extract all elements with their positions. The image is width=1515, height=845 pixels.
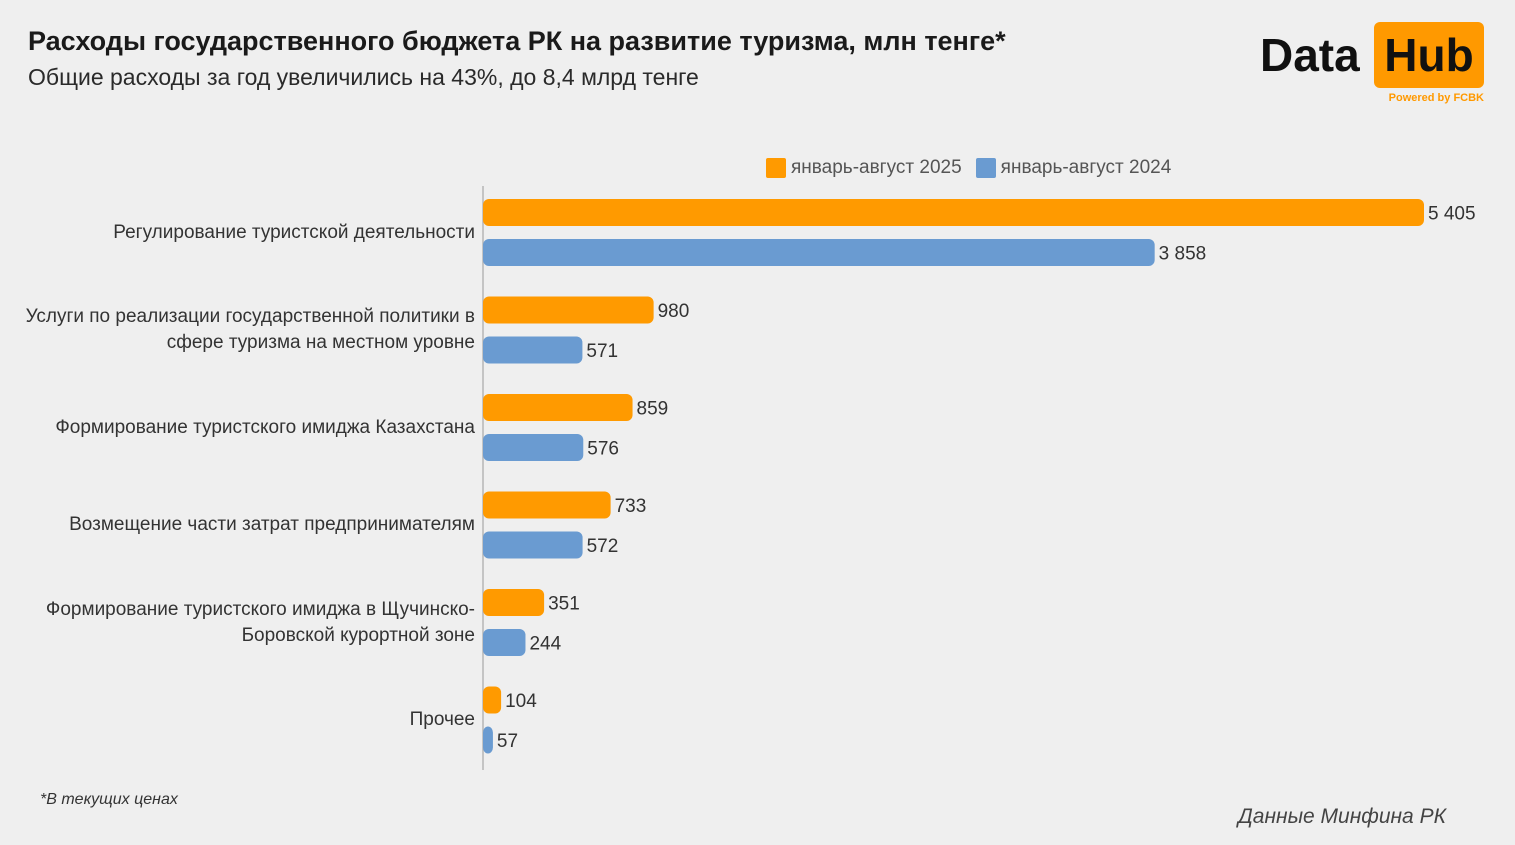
logo-data-text: Data [1260, 29, 1360, 81]
bar-2025-5 [483, 686, 502, 714]
data-label-2024-4: 244 [529, 634, 561, 655]
bar-2024-0 [483, 239, 1155, 266]
bar-2024-3 [483, 531, 583, 559]
datahub-logo: Data Hub Powered by FCBK [1258, 22, 1486, 106]
data-label-2024-5: 57 [497, 731, 518, 752]
bar-2024-4 [483, 629, 526, 656]
legend-item-2025: январь-август 2025 [766, 157, 962, 179]
data-label-2025-4: 351 [548, 594, 580, 615]
bar-2024-5 [483, 726, 493, 754]
data-label-2025-0: 5 405 [1428, 204, 1476, 225]
data-label-2024-1: 571 [586, 341, 618, 362]
data-label-2025-2: 859 [637, 399, 669, 420]
legend-swatch-2024 [975, 158, 996, 178]
chart-title: Расходы государственного бюджета РК на р… [28, 26, 1006, 56]
bar-2025-4 [483, 589, 545, 616]
data-label-2025-3: 733 [615, 496, 647, 517]
data-label-2024-3: 572 [587, 536, 619, 557]
legend-item-2024: январь-август 2024 [975, 157, 1172, 179]
footnote: *В текущих ценах [40, 791, 178, 808]
logo-hub-text: Hub [1384, 29, 1474, 81]
category-label-2: Формирование туристского имиджа Казахста… [55, 416, 475, 438]
legend-label-2025: январь-август 2025 [791, 157, 962, 178]
data-label-2025-1: 980 [658, 301, 690, 322]
data-label-2024-2: 576 [587, 439, 619, 460]
bar-2025-3 [483, 491, 611, 519]
source-note: Данные Минфина РК [1238, 805, 1446, 828]
chart-legend: январь-август 2025 январь-август 2024 [766, 157, 1185, 179]
legend-label-2024: январь-август 2024 [1000, 157, 1172, 178]
category-label-0: Регулирование туристской деятельности [113, 221, 475, 243]
chart-subtitle: Общие расходы за год увеличились на 43%,… [28, 64, 699, 90]
bar-2024-1 [483, 336, 583, 364]
bar-2025-0 [483, 199, 1424, 226]
bar-2024-2 [483, 434, 584, 461]
logo-hub-box: Hub [1374, 22, 1484, 88]
logo-powered-text: Powered by FCBK [1388, 92, 1484, 104]
data-label-2025-5: 104 [505, 691, 537, 712]
legend-swatch-2025 [766, 158, 786, 178]
bar-2025-2 [483, 394, 633, 421]
data-label-2024-0: 3 858 [1159, 244, 1207, 265]
category-label-4: Формирование туристского имиджа в Щучинс… [45, 598, 475, 646]
category-label-1: Услуги по реализации государственной пол… [25, 306, 475, 353]
category-label-5: Прочее [409, 709, 475, 730]
bar-2025-1 [483, 296, 654, 324]
category-label-3: Возмещение части затрат предпринимателям [69, 514, 475, 535]
